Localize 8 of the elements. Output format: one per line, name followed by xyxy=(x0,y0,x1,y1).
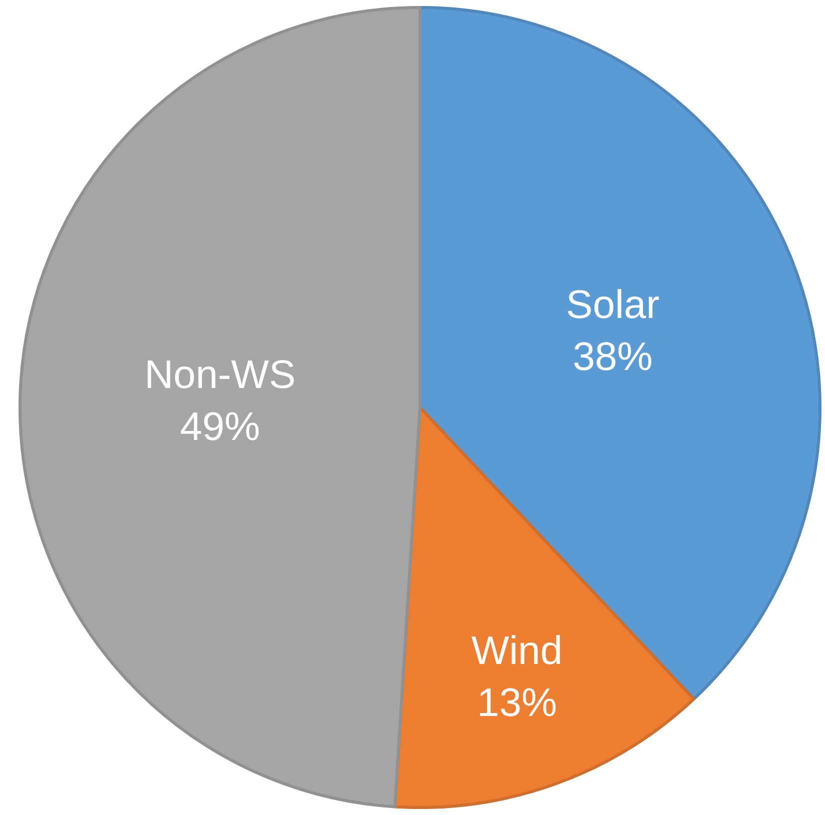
slice-label: Solar xyxy=(566,283,660,328)
slice-label: Non-WS xyxy=(144,353,296,398)
pie-slice xyxy=(393,406,696,808)
data-label: 13% xyxy=(476,680,558,725)
slice-label: Wind xyxy=(471,628,563,673)
data-label: 38% xyxy=(572,335,653,380)
pie-slice xyxy=(18,6,422,808)
data-label: 49% xyxy=(180,405,260,450)
